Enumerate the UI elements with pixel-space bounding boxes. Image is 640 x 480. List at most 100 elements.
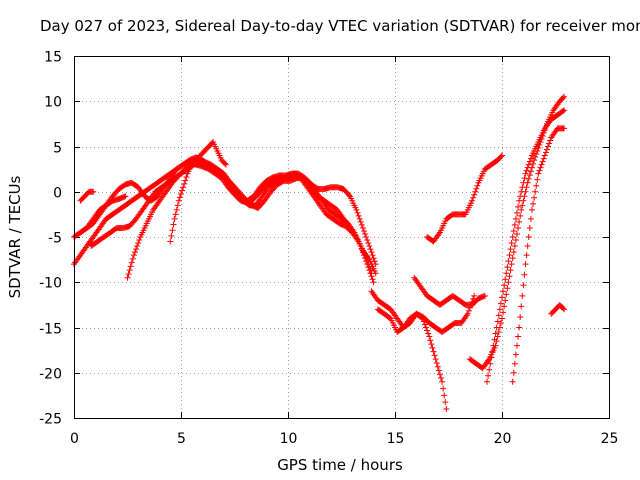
y-tick-label: -5 (48, 231, 62, 247)
data-point (173, 206, 180, 213)
data-point (525, 234, 532, 240)
data-point (516, 324, 523, 331)
data-point (536, 167, 543, 174)
data-point (521, 175, 528, 182)
data-point (494, 318, 501, 325)
data-point (495, 312, 502, 319)
data-point (443, 405, 450, 412)
data-point (129, 255, 136, 262)
data-point (183, 174, 190, 181)
series-arc-11 (484, 107, 568, 385)
series-arc-12 (509, 125, 568, 385)
data-point (370, 255, 377, 262)
data-point (423, 324, 430, 331)
data-point (496, 306, 503, 313)
data-point (442, 399, 449, 406)
y-tick-label: -25 (39, 412, 62, 428)
x-tick-label: 5 (177, 431, 186, 447)
data-point (471, 292, 478, 299)
data-point (345, 192, 352, 199)
data-point (561, 306, 568, 313)
data-point (523, 252, 530, 259)
data-point (527, 168, 534, 175)
data-point (360, 227, 367, 234)
data-point (171, 215, 178, 222)
data-point (371, 258, 378, 265)
data-point (355, 212, 362, 219)
data-point (532, 154, 539, 161)
x-tick-label: 25 (601, 431, 619, 447)
data-point (518, 188, 525, 195)
data-point (525, 175, 532, 182)
data-point (127, 263, 134, 270)
data-point (426, 333, 433, 340)
data-point (133, 246, 140, 253)
data-point (425, 330, 432, 337)
data-point (364, 258, 371, 265)
plot-frame (74, 56, 610, 419)
data-point (559, 305, 566, 312)
y-axis-label: SDTVAR / TECUs (6, 175, 24, 298)
data-point (470, 194, 477, 201)
data-point (124, 274, 131, 281)
data-point (490, 342, 497, 349)
data-point (505, 279, 512, 286)
data-point (510, 249, 517, 256)
data-point (520, 282, 527, 289)
data-point (441, 392, 448, 399)
data-point (541, 152, 548, 159)
data-point (464, 310, 471, 317)
data-point (369, 252, 376, 259)
data-point (491, 336, 498, 343)
data-point (537, 164, 544, 171)
data-point (364, 237, 371, 244)
data-point (519, 184, 526, 191)
data-point (474, 182, 481, 189)
data-point (172, 211, 179, 218)
data-point (509, 378, 516, 385)
data-point (497, 319, 504, 326)
data-point (506, 252, 513, 259)
data-point (359, 224, 366, 231)
data-point (534, 176, 541, 183)
data-point (488, 354, 495, 361)
series-arc-13 (77, 193, 129, 236)
data-point (521, 271, 528, 278)
data-point (430, 348, 437, 355)
data-point (540, 155, 547, 162)
data-point (176, 194, 183, 201)
data-point (539, 158, 546, 165)
data-point (122, 193, 129, 200)
data-point (130, 252, 137, 259)
data-point (511, 243, 518, 250)
x-axis-label: GPS time / hours (277, 456, 403, 474)
data-point (372, 261, 379, 268)
data-point (497, 300, 504, 307)
data-point (524, 164, 531, 171)
data-point (515, 224, 522, 231)
data-point (545, 143, 552, 150)
data-point (370, 279, 377, 286)
data-point (503, 291, 510, 298)
data-point (356, 215, 363, 222)
data-point (369, 276, 376, 283)
data-point (363, 255, 370, 262)
data-point (168, 232, 175, 239)
data-point (485, 372, 492, 379)
data-point (499, 315, 505, 322)
data-point (179, 187, 186, 194)
data-point (499, 152, 505, 159)
data-point (515, 203, 522, 210)
data-point (131, 249, 138, 256)
data-point (433, 359, 440, 366)
data-point (182, 177, 189, 184)
data-point (519, 292, 526, 299)
data-point (221, 160, 228, 167)
data-point (543, 146, 550, 153)
data-point (512, 215, 519, 222)
data-point (547, 137, 554, 144)
data-point (511, 221, 518, 228)
data-point (518, 206, 525, 213)
